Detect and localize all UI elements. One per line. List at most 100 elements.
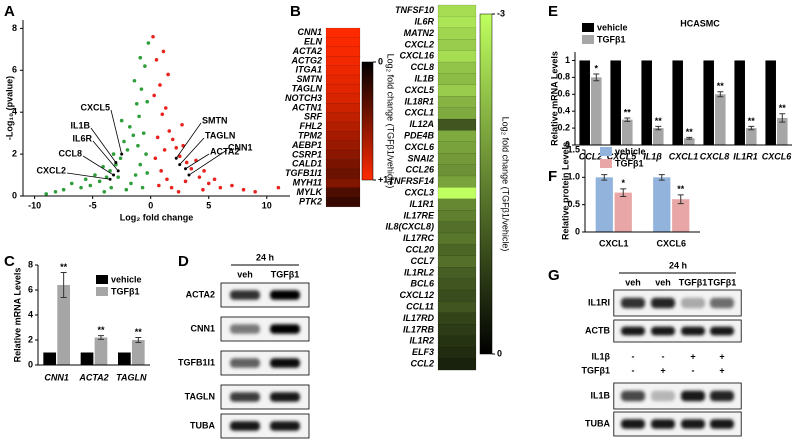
legend-label: TGFβ1 bbox=[111, 286, 140, 296]
heat-cell bbox=[325, 74, 361, 85]
error-bar bbox=[97, 335, 104, 340]
x-tick-label: 5 bbox=[206, 200, 211, 210]
heat-cell bbox=[325, 84, 361, 95]
heat-cell bbox=[437, 73, 477, 86]
row-label: IL17RE bbox=[403, 210, 435, 220]
point bbox=[160, 112, 165, 117]
point bbox=[132, 78, 137, 83]
point bbox=[125, 148, 130, 152]
x-axis-label: Log₂ fold change bbox=[120, 212, 194, 222]
point bbox=[69, 181, 74, 186]
treatment-sign: + bbox=[719, 365, 724, 375]
point bbox=[138, 162, 143, 167]
heat-cell bbox=[437, 312, 477, 325]
point bbox=[138, 55, 143, 60]
treatment-sign: + bbox=[690, 351, 695, 361]
error-bar bbox=[779, 113, 786, 123]
y-tick-label: 1 bbox=[565, 55, 570, 65]
x-tick-label: CNN1 bbox=[44, 372, 69, 382]
panel-label: G bbox=[548, 267, 560, 284]
colorbar-label: Log₂ fold change (TGFβ1/vehicle) bbox=[501, 117, 511, 252]
heat-cell bbox=[325, 187, 361, 198]
treatment-label: IL1β bbox=[592, 351, 611, 361]
blot-band bbox=[651, 419, 675, 429]
significance: ** bbox=[655, 116, 663, 126]
y-tick-label: 8 bbox=[12, 23, 17, 33]
row-label: CXCL12 bbox=[399, 290, 434, 300]
x-tick-label: -10 bbox=[28, 200, 41, 210]
colorbar bbox=[361, 61, 374, 181]
row-label: ACTA2 bbox=[186, 289, 215, 299]
row-label: IL6R bbox=[414, 16, 434, 26]
blot-band bbox=[621, 297, 645, 309]
point bbox=[176, 190, 181, 194]
y-axis-label: Relative mRNA Levels bbox=[12, 268, 22, 363]
heat-cell bbox=[437, 244, 477, 257]
point bbox=[97, 179, 102, 184]
significance: ** bbox=[686, 127, 694, 137]
legend-label: vehicle bbox=[111, 274, 142, 284]
error-bar bbox=[677, 194, 684, 205]
y-tick-label: 0 bbox=[565, 139, 570, 149]
point bbox=[139, 87, 144, 91]
point bbox=[93, 173, 97, 177]
significance: * bbox=[621, 178, 625, 188]
y-tick-label: 0.5 bbox=[567, 199, 580, 209]
colorbar-tick-label: -3 bbox=[497, 8, 505, 18]
heat-cell bbox=[437, 187, 477, 200]
x-tick-label: CXCL6 bbox=[762, 151, 792, 161]
heat-cell bbox=[325, 37, 361, 48]
annotation-line bbox=[82, 155, 114, 176]
row-label: CNN1 bbox=[297, 27, 322, 37]
heat-cell bbox=[437, 4, 477, 17]
panel-label: F bbox=[548, 168, 557, 185]
point bbox=[145, 99, 150, 104]
blot-band bbox=[681, 297, 705, 309]
bar bbox=[43, 352, 57, 365]
blot-band bbox=[230, 290, 260, 300]
significance: * bbox=[595, 63, 599, 73]
bar bbox=[653, 177, 671, 232]
heat-cell bbox=[325, 196, 361, 208]
point bbox=[128, 125, 132, 129]
panel-label: D bbox=[178, 253, 189, 270]
row-label: CCL8 bbox=[410, 62, 434, 72]
row-label: CCL7 bbox=[410, 256, 434, 266]
error-bar bbox=[658, 174, 665, 181]
row-label: ITGA1 bbox=[295, 65, 322, 75]
bar bbox=[734, 60, 745, 145]
annotation: TAGLN bbox=[205, 130, 235, 140]
heat-cell bbox=[437, 278, 477, 291]
time-label: 24 h bbox=[256, 252, 274, 262]
error-bar bbox=[748, 125, 755, 131]
annotation: CXCL5 bbox=[80, 102, 110, 112]
legend-swatch bbox=[96, 287, 108, 296]
y-tick-label: 0 bbox=[575, 226, 580, 236]
point bbox=[104, 175, 109, 179]
bar bbox=[610, 60, 621, 145]
x-tick-label: CCL2 bbox=[579, 151, 603, 161]
row-label: CSRP1 bbox=[292, 149, 322, 159]
row-label: CXCL1 bbox=[404, 108, 434, 118]
blot-band bbox=[230, 358, 260, 368]
error-bar bbox=[601, 174, 608, 181]
heat-cell bbox=[437, 324, 477, 337]
heat-cell bbox=[437, 232, 477, 245]
heat-cell bbox=[437, 221, 477, 234]
annotated-point bbox=[120, 152, 124, 156]
row-label: IL8(CXCL8) bbox=[385, 222, 434, 232]
heat-cell bbox=[437, 346, 477, 359]
y-tick-label: 1.5 bbox=[567, 144, 580, 154]
point bbox=[154, 58, 159, 62]
panel-label: C bbox=[4, 253, 15, 270]
point bbox=[202, 169, 206, 173]
blot-band bbox=[710, 390, 734, 402]
heat-cell bbox=[325, 27, 361, 38]
point bbox=[169, 185, 174, 190]
point bbox=[159, 169, 163, 173]
lane-label: veh bbox=[655, 277, 671, 287]
colorbar bbox=[479, 13, 493, 355]
point bbox=[157, 183, 161, 188]
bar bbox=[684, 138, 695, 145]
